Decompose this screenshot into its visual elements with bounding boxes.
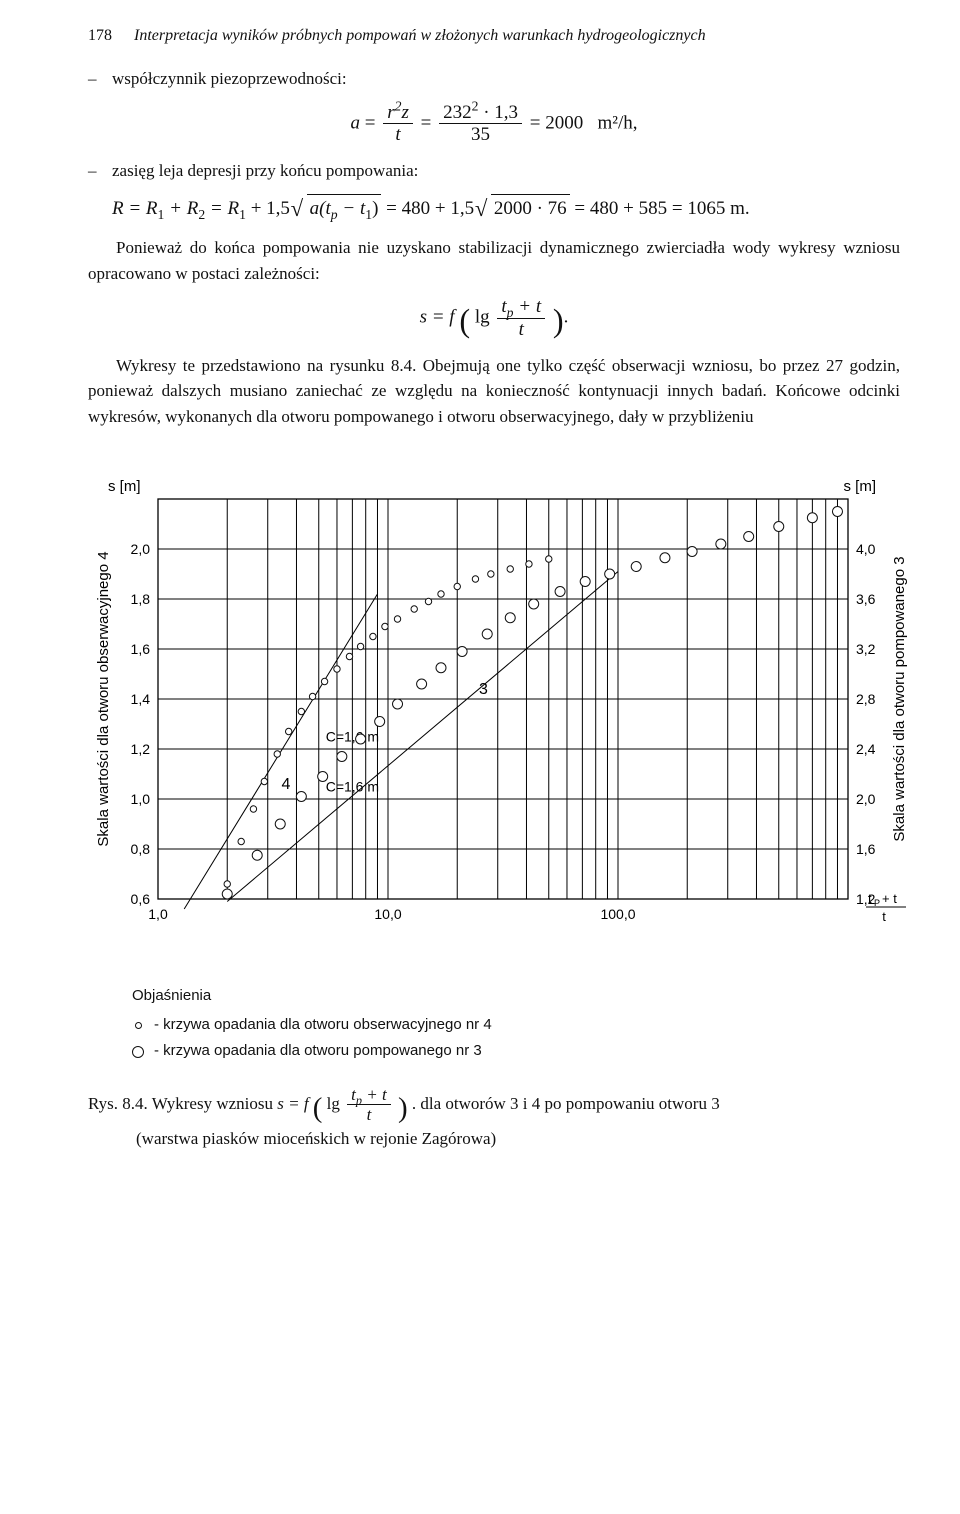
eq-den-t2: t [497, 319, 545, 341]
eq-rad1p: p [331, 206, 338, 221]
svg-text:C=1,6 m: C=1,6 m [326, 729, 379, 745]
legend-marker-small [135, 1022, 142, 1029]
svg-text:s [m]: s [m] [108, 478, 141, 495]
eq-plusR2: + R [164, 198, 198, 219]
eq-den-t: t [383, 124, 413, 146]
fig-eq-lg: lg [327, 1094, 340, 1113]
eq-sub1b: 1 [239, 206, 246, 221]
eq-tail: = 480 + 585 = 1065 m. [574, 198, 749, 219]
eq-frac-rzt: r2z t [383, 102, 413, 147]
equation-sf: s = f ( lg tp + t t ). [88, 296, 900, 341]
svg-text:3,2: 3,2 [856, 641, 876, 657]
eq-plust: + t [514, 296, 542, 317]
page-number: 178 [88, 24, 112, 48]
svg-text:10,0: 10,0 [374, 906, 401, 922]
fig-prefix: Rys. 8.4. Wykresy wzniosu [88, 1094, 277, 1113]
figure-caption: Rys. 8.4. Wykresy wzniosu s = f ( lg tp … [88, 1085, 900, 1152]
legend-item-4: - krzywa opadania dla otworu obserwacyjn… [132, 1014, 900, 1037]
svg-text:1,0: 1,0 [131, 791, 151, 807]
svg-text:1,8: 1,8 [131, 591, 151, 607]
svg-text:t: t [882, 909, 886, 924]
eq-rad1a: a(t [310, 198, 331, 219]
svg-text:s [m]: s [m] [844, 478, 877, 495]
svg-text:1,2: 1,2 [856, 891, 876, 907]
para-stabilization: Ponieważ do końca pompowania nie uzyskan… [88, 235, 900, 286]
svg-text:1,4: 1,4 [131, 691, 151, 707]
eq-result2000: 2000 [545, 112, 583, 133]
legend-marker-large [132, 1046, 144, 1058]
eq-sqrt1: a(tp − t1) [295, 194, 382, 224]
fig-eq-frac: tp + t t [347, 1085, 391, 1125]
eq-eqR1: = R [205, 198, 239, 219]
svg-text:3,6: 3,6 [856, 591, 876, 607]
page: 178 Interpretacja wyników próbnych pompo… [0, 0, 960, 1192]
eq-mul13: · 1,3 [478, 102, 518, 123]
running-title: Interpretacja wyników próbnych pompowań … [134, 24, 900, 48]
legend-title: Objaśnienia [132, 985, 900, 1008]
svg-text:+ t: + t [882, 891, 897, 906]
svg-text:Skala wartości dla otworu obse: Skala wartości dla otworu obserwacyjnego… [95, 552, 112, 847]
eq-rad1mt: − t [338, 198, 366, 219]
eq-mid: = 480 + 1,5 [386, 198, 474, 219]
eq-rad1cl: ) [372, 198, 378, 219]
eq-tpsub: p [507, 305, 514, 320]
svg-text:1,6: 1,6 [131, 641, 151, 657]
svg-text:100,0: 100,0 [600, 906, 635, 922]
svg-text:2,8: 2,8 [856, 691, 876, 707]
svg-text:3: 3 [479, 681, 488, 698]
fig-suffix: . dla otworów 3 i 4 po pompowaniu otworu… [412, 1094, 720, 1113]
chart-legend: Objaśnienia - krzywa opadania dla otworu… [88, 985, 900, 1063]
svg-text:2,0: 2,0 [856, 791, 876, 807]
svg-text:1,6: 1,6 [856, 841, 876, 857]
svg-text:4,0: 4,0 [856, 541, 876, 557]
eq-unit: m²/h, [597, 112, 637, 133]
recovery-chart: 0,6 0,8 1,0 1,2 1,4 1,6 1,8 2,0 1,2 1,6 2,0 2,4 2,8 3… [88, 459, 918, 969]
eq-plus15: + 1,5 [246, 198, 290, 219]
eq-R: R = R [112, 198, 158, 219]
legend-text-4: - krzywa opadania dla otworu obserwacyjn… [154, 1014, 492, 1037]
svg-text:4: 4 [281, 776, 290, 793]
eq-lg: lg [475, 307, 490, 328]
svg-text:Skala wartości dla otworu pomp: Skala wartości dla otworu pompowanego 3 [891, 557, 908, 842]
eq-fractp: tp + t t [497, 296, 545, 341]
svg-text:2,0: 2,0 [131, 541, 151, 557]
svg-text:1,0: 1,0 [148, 906, 168, 922]
eq-a-sym: a [351, 112, 361, 133]
eq-num-z: z [401, 102, 408, 123]
eq-232: 232 [443, 102, 472, 123]
legend-text-3: - krzywa opadania dla otworu pompowanego… [154, 1040, 482, 1063]
chart-container: 0,6 0,8 1,0 1,2 1,4 1,6 1,8 2,0 1,2 1,6 2,0 2,4 2,8 3… [88, 459, 900, 969]
eq-sf: s = f [420, 307, 455, 328]
svg-text:t: t [868, 891, 872, 906]
fig-eq-sf: s = f [277, 1094, 308, 1113]
svg-text:2,4: 2,4 [856, 741, 876, 757]
eq-rad2: 2000 · 76 [491, 194, 570, 224]
bullet-range: zasięg leja depresji przy końcu pompowan… [88, 158, 900, 184]
equation-R: R = R1 + R2 = R1 + 1,5 a(tp − t1) = 480 … [88, 194, 900, 224]
svg-text:0,8: 0,8 [131, 841, 151, 857]
eq-den35: 35 [439, 124, 522, 146]
fig-den: t [347, 1105, 391, 1125]
running-header: 178 Interpretacja wyników próbnych pompo… [88, 24, 900, 48]
svg-text:1,2: 1,2 [131, 741, 151, 757]
fig-plust: + t [362, 1085, 387, 1104]
eq-sqrt2: 2000 · 76 [479, 194, 570, 224]
para-wykresy: Wykresy te przedstawiono na rysunku 8.4.… [88, 353, 900, 430]
equation-piezo: a = r2z t = 2322 · 1,3 35 = 2000 m²/h, [88, 102, 900, 147]
fig-subline: (warstwa piasków mioceńskich w rejonie Z… [88, 1125, 900, 1152]
bullet-coeff: współczynnik piezoprzewodności: [88, 66, 900, 92]
eq-num-r: r [387, 102, 394, 123]
svg-text:0,6: 0,6 [131, 891, 151, 907]
svg-text:C=1,6 m: C=1,6 m [326, 779, 379, 795]
legend-item-3: - krzywa opadania dla otworu pompowanego… [132, 1040, 900, 1063]
eq-frac-232: 2322 · 1,3 35 [439, 102, 522, 147]
